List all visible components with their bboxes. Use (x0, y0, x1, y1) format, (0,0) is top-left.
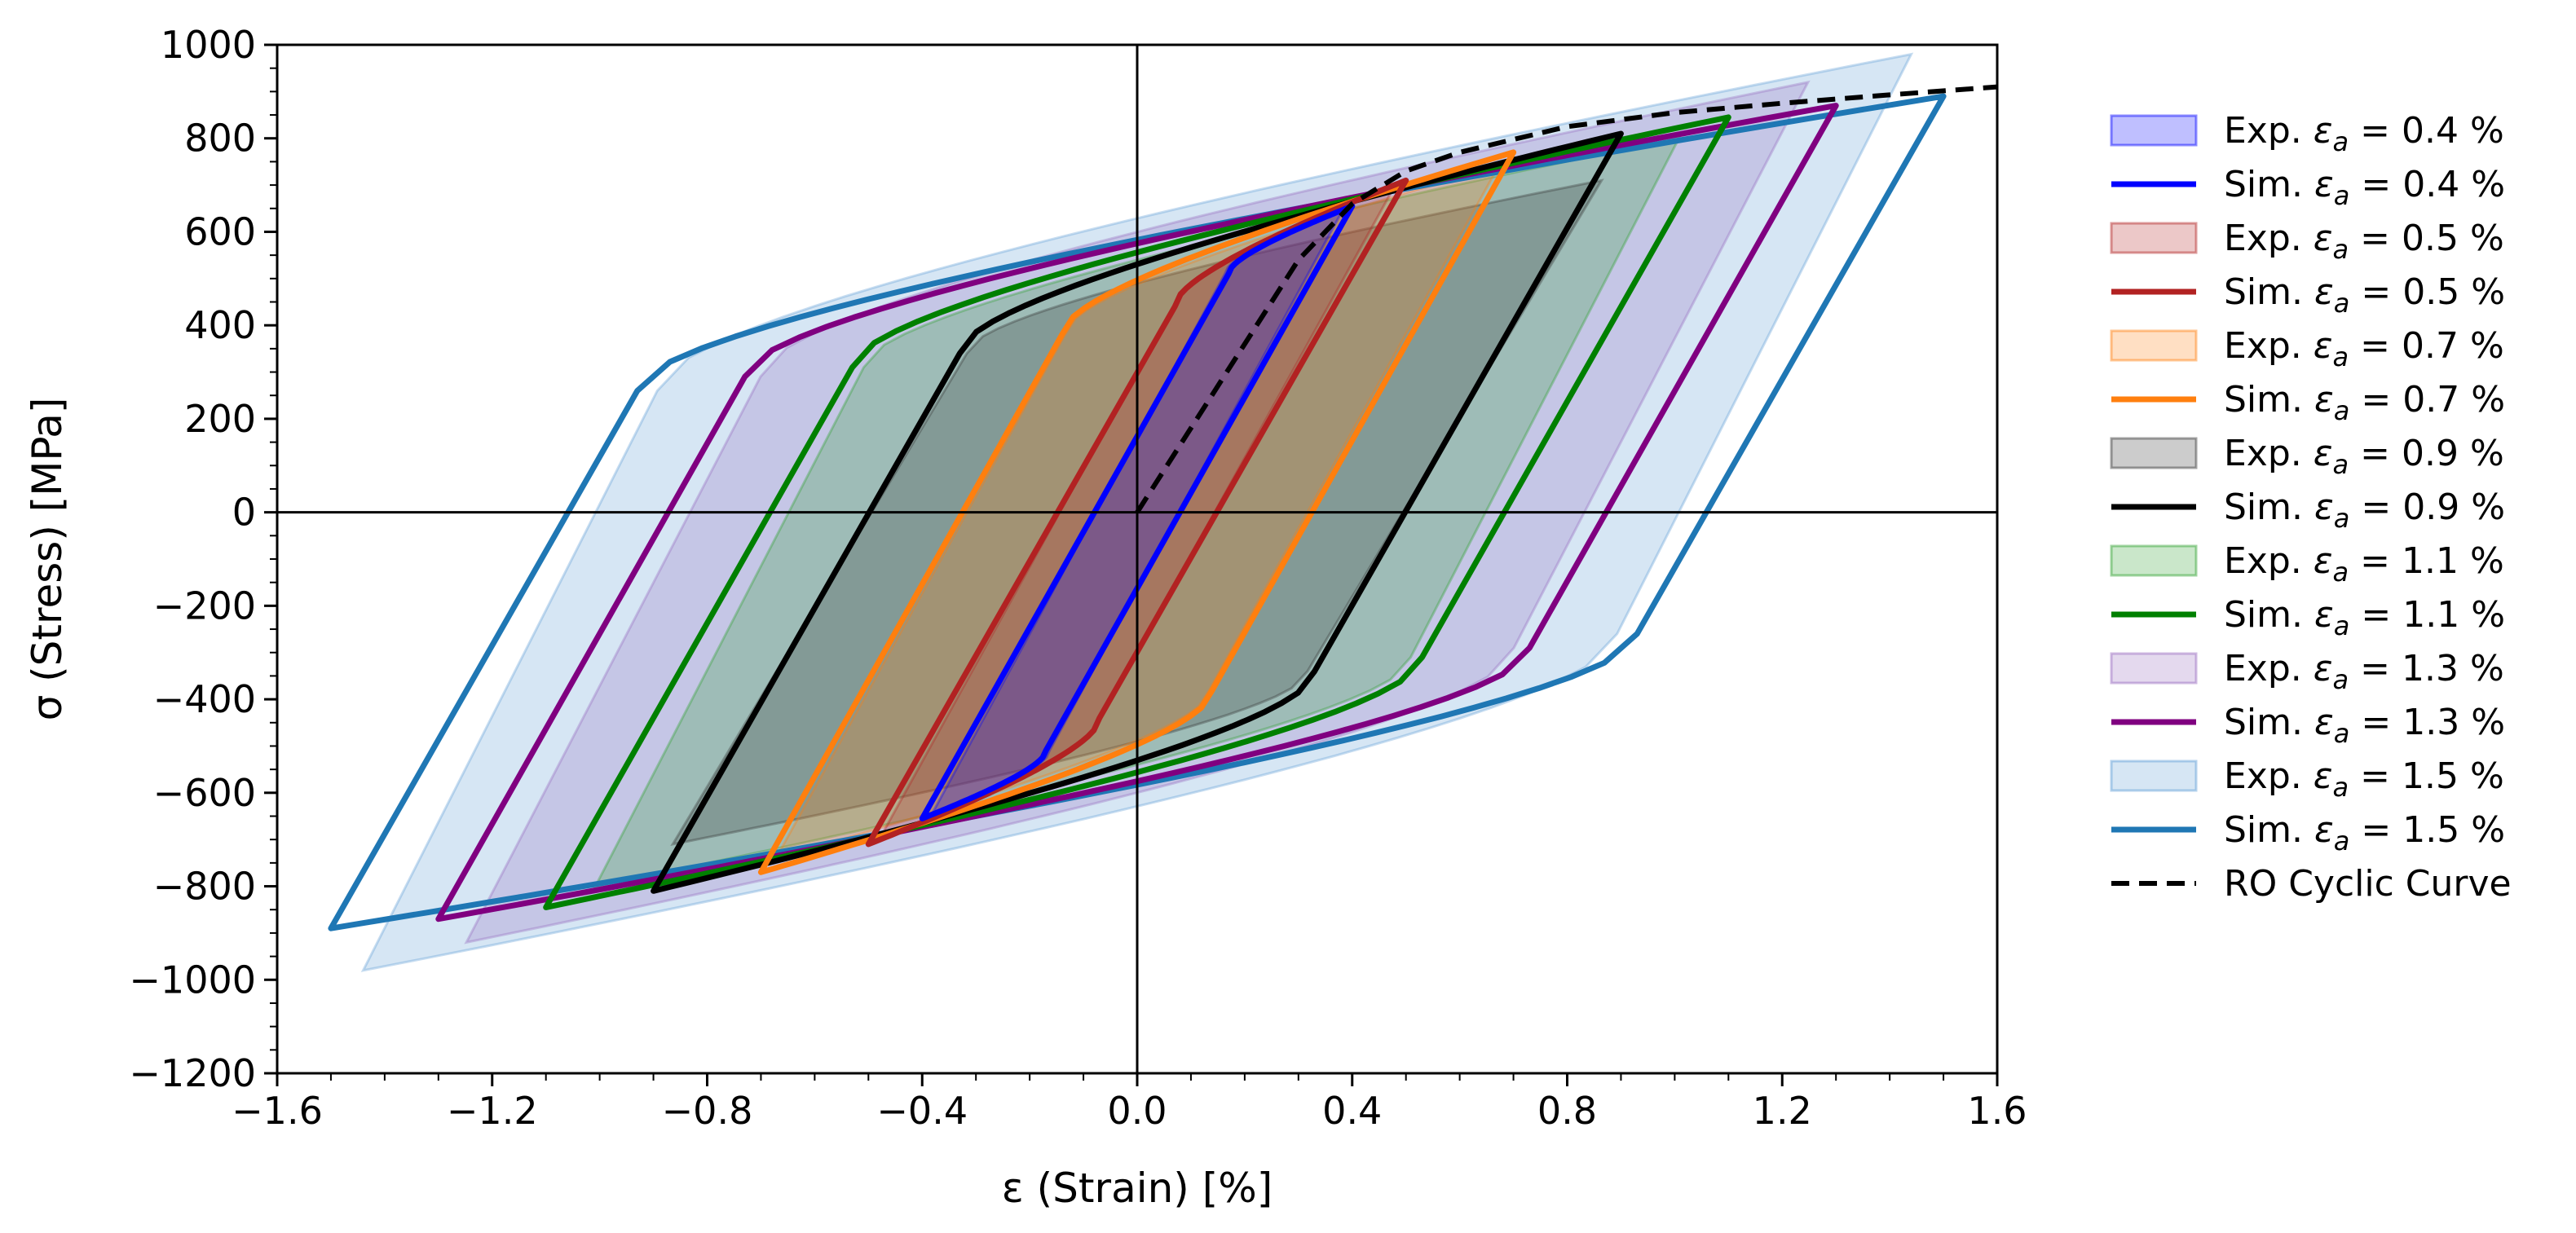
axis-ticks: −1.6 −1.2 −0.8 −0.4 0.0 0.4 0.8 1.2 1.6 1000 800 60… (129, 23, 2027, 1133)
x-tick-label: 0.4 (1322, 1089, 1382, 1133)
ro-cyclic-curve-layer (1135, 84, 1997, 514)
legend-label-exp-1-3: Exp. εa = 1.3 % (2224, 648, 2504, 695)
legend-label-sim-0-5: Sim. εa = 0.5 % (2224, 271, 2505, 319)
y-tick-label: −1200 (129, 1051, 256, 1095)
y-axis-label: σ (Stress) [MPa] (24, 398, 71, 721)
legend-swatch-exp-0-7 (2110, 329, 2198, 362)
legend-label-ro: RO Cyclic Curve (2224, 863, 2512, 905)
legend-label-exp-0-4: Exp. εa = 0.4 % (2224, 110, 2504, 157)
legend-swatch-exp-0-9 (2110, 437, 2198, 469)
y-tick-label: 400 (184, 303, 256, 347)
y-tick-label: −1000 (129, 958, 256, 1002)
x-tick-label: 1.6 (1967, 1089, 2027, 1133)
y-tick-label: 200 (184, 397, 256, 441)
legend-label-exp-1-1: Exp. εa = 1.1 % (2224, 540, 2504, 588)
x-tick-label: 0.8 (1537, 1089, 1597, 1133)
legend-label-sim-0-4: Sim. εa = 0.4 % (2224, 164, 2505, 211)
x-tick-label: −0.8 (662, 1089, 753, 1133)
legend-label-sim-1-5: Sim. εa = 1.5 % (2224, 809, 2505, 856)
legend-label-sim-0-7: Sim. εa = 0.7 % (2224, 379, 2505, 426)
x-tick-label: 1.2 (1753, 1089, 1812, 1133)
ro-cyclic-curve (1135, 84, 1997, 514)
y-tick-label: −600 (153, 771, 256, 815)
y-tick-label: −800 (153, 865, 256, 909)
legend-label-exp-0-9: Exp. εa = 0.9 % (2224, 433, 2504, 480)
y-tick-label: −400 (153, 677, 256, 721)
sim-loop-1-5 (328, 93, 1947, 931)
y-tick-label: −200 (153, 583, 256, 628)
y-tick-label: 800 (184, 117, 256, 161)
x-axis-label: ε (Strain) [%] (1002, 1165, 1273, 1212)
legend-label-sim-1-1: Sim. εa = 1.1 % (2224, 594, 2505, 641)
y-tick-label: 0 (232, 491, 256, 535)
y-tick-label: 1000 (161, 23, 256, 67)
legend-swatch-exp-0-5 (2110, 222, 2198, 254)
legend-swatch-exp-1-5 (2110, 760, 2198, 792)
x-tick-label: −1.6 (232, 1089, 323, 1133)
legend-label-exp-0-7: Exp. εa = 0.7 % (2224, 325, 2504, 372)
legend-label-sim-0-9: Sim. εa = 0.9 % (2224, 487, 2505, 534)
legend-label-sim-1-3: Sim. εa = 1.3 % (2224, 702, 2505, 749)
simulated-loops (328, 93, 1947, 931)
legend-swatch-exp-1-1 (2110, 544, 2198, 577)
x-tick-label: −0.4 (876, 1089, 968, 1133)
legend-swatch-exp-0-4 (2110, 114, 2198, 147)
legend: Exp. εa = 0.4 % Sim. εa = 0.4 % Exp. εa = … (2110, 110, 2512, 905)
legend-swatch-exp-1-3 (2110, 652, 2198, 685)
legend-label-exp-0-5: Exp. εa = 0.5 % (2224, 218, 2504, 265)
reference-lines (277, 45, 1997, 1073)
sim-loop-0-5 (865, 177, 1409, 848)
x-tick-label: −1.2 (447, 1089, 538, 1133)
x-tick-label: 0.0 (1107, 1089, 1167, 1133)
y-tick-label: 600 (184, 209, 256, 253)
legend-label-exp-1-5: Exp. εa = 1.5 % (2224, 755, 2504, 803)
